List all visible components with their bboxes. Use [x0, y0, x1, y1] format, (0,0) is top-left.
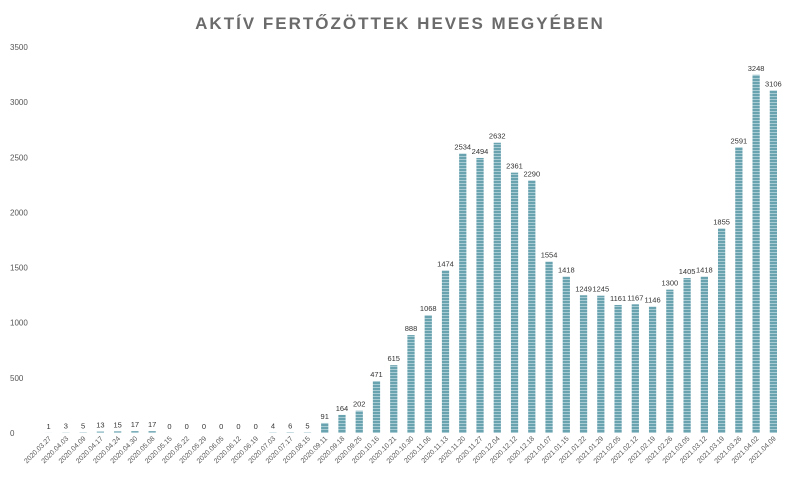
y-axis: 0 500 1000 1500 2000 2500 3000 3500 — [10, 43, 28, 438]
bar — [79, 432, 87, 433]
data-label: 2494 — [472, 147, 489, 156]
bar — [321, 422, 329, 433]
bar — [545, 261, 553, 433]
data-label: 5 — [81, 421, 85, 430]
data-label: 2290 — [523, 169, 540, 178]
data-label: 1855 — [713, 217, 730, 226]
bar — [441, 270, 450, 433]
data-label: 2361 — [506, 162, 523, 171]
bar — [648, 306, 657, 433]
data-label: 6 — [288, 421, 292, 430]
data-label: 91 — [321, 412, 329, 421]
data-label: 202 — [353, 400, 366, 409]
data-label: 17 — [148, 420, 156, 429]
bar — [303, 432, 312, 433]
data-label: 1 — [47, 422, 51, 431]
y-tick-label: 1000 — [10, 319, 28, 328]
y-tick-label: 500 — [10, 374, 24, 383]
data-label: 164 — [336, 404, 349, 413]
data-label: 0 — [236, 422, 240, 431]
data-label: 888 — [405, 324, 418, 333]
data-label: 1245 — [592, 285, 609, 294]
bar — [131, 431, 139, 433]
data-label: 0 — [167, 422, 171, 431]
data-label: 5 — [305, 421, 309, 430]
y-tick-label: 1500 — [10, 264, 28, 273]
data-label: 1249 — [575, 284, 592, 293]
bar — [735, 147, 743, 433]
data-label: 1167 — [627, 293, 643, 302]
y-tick-label: 2500 — [10, 153, 28, 162]
x-axis: 2020.03.272020.04.032020.04.092020.04.17… — [23, 435, 778, 465]
data-label: 1405 — [679, 267, 696, 276]
bar — [372, 381, 381, 433]
bar — [614, 304, 622, 433]
bar — [338, 414, 346, 433]
bar — [752, 74, 760, 433]
y-tick-label: 3500 — [10, 43, 28, 52]
data-label: 1146 — [645, 296, 661, 305]
y-tick-label: 2000 — [10, 208, 28, 217]
bar — [424, 315, 432, 433]
chart-title: AKTÍV FERTŐZÖTTEK HEVES MEGYÉBEN — [195, 14, 605, 33]
bar — [390, 365, 398, 433]
bar — [631, 304, 639, 433]
bar — [114, 431, 122, 433]
bar — [286, 432, 294, 433]
data-label: 1418 — [696, 266, 713, 275]
bar — [597, 295, 605, 433]
data-label: 0 — [202, 422, 206, 431]
data-label: 1300 — [661, 279, 678, 288]
data-label: 0 — [254, 422, 258, 431]
bar — [769, 90, 777, 433]
bar — [96, 431, 105, 433]
bar — [493, 142, 501, 434]
bar — [562, 276, 570, 433]
data-label: 15 — [113, 420, 121, 429]
data-label: 1161 — [610, 294, 626, 303]
data-label: 4 — [271, 422, 275, 431]
y-tick-label: 3000 — [10, 98, 28, 107]
data-label: 1474 — [437, 259, 454, 268]
data-label: 0 — [219, 422, 223, 431]
data-label: 2534 — [454, 143, 471, 152]
bar — [476, 157, 484, 433]
data-label: 1554 — [541, 251, 558, 260]
bar-series — [45, 74, 777, 434]
data-label: 17 — [131, 420, 139, 429]
data-label: 615 — [387, 354, 400, 363]
data-label: 2632 — [489, 132, 506, 141]
y-tick-label: 0 — [10, 429, 15, 438]
bar — [148, 431, 156, 433]
data-label: 3106 — [765, 79, 782, 88]
data-label: 2591 — [731, 136, 748, 145]
bar — [459, 153, 467, 434]
bar — [407, 335, 415, 433]
bar — [355, 410, 363, 433]
bar — [510, 172, 519, 433]
data-label: 1418 — [558, 266, 575, 275]
data-label: 3 — [64, 422, 68, 431]
bar — [717, 228, 726, 433]
bar — [700, 276, 708, 433]
bar — [579, 295, 588, 433]
bar — [666, 289, 674, 433]
bar — [683, 278, 691, 433]
data-label: 1068 — [420, 304, 437, 313]
data-label: 3248 — [748, 64, 765, 73]
bar — [528, 180, 536, 433]
data-label: 0 — [185, 422, 189, 431]
data-label: 13 — [96, 421, 104, 430]
data-label: 471 — [370, 370, 383, 379]
